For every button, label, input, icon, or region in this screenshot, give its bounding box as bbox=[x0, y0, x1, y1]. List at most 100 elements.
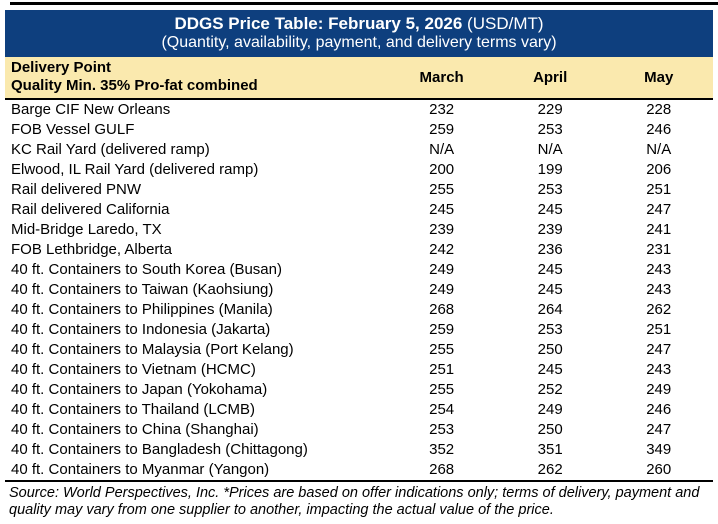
table-top-border bbox=[10, 2, 718, 5]
price-april: 236 bbox=[537, 241, 563, 258]
table-row: 40 ft. Containers to Indonesia (Jakarta)… bbox=[5, 320, 713, 340]
row-label: 40 ft. Containers to Taiwan (Kaohsiung) bbox=[11, 281, 274, 298]
price-april: 262 bbox=[495, 460, 605, 482]
column-header-april: April bbox=[495, 57, 605, 100]
row-label: FOB Vessel GULF bbox=[11, 121, 135, 138]
price-may: 251 bbox=[646, 321, 672, 338]
price-may: 243 bbox=[646, 281, 672, 298]
price-march: 268 bbox=[429, 301, 455, 318]
price-may: 262 bbox=[646, 301, 672, 318]
row-label: 40 ft. Containers to Bangladesh (Chittag… bbox=[11, 441, 308, 458]
price-may: 243 bbox=[646, 261, 672, 278]
price-april: 245 bbox=[537, 261, 563, 278]
row-label: Rail delivered California bbox=[11, 201, 170, 218]
price-april: 245 bbox=[537, 281, 563, 298]
row-label: Elwood, IL Rail Yard (delivered ramp) bbox=[11, 161, 259, 178]
table-row: 40 ft. Containers to Taiwan (Kaohsiung) … bbox=[5, 280, 713, 300]
price-may: 247 bbox=[646, 201, 672, 218]
table-row: 40 ft. Containers to Vietnam (HCMC) 251 … bbox=[5, 360, 713, 380]
price-april: 199 bbox=[537, 161, 563, 178]
price-april: 253 bbox=[537, 121, 563, 138]
price-march: 249 bbox=[429, 261, 455, 278]
price-march: 249 bbox=[429, 281, 455, 298]
delivery-point-header-line1: Delivery Point bbox=[11, 59, 112, 76]
price-table-body: Barge CIF New Orleans 232 229 228 FOB Ve… bbox=[5, 99, 713, 482]
row-label: 40 ft. Containers to China (Shanghai) bbox=[11, 421, 259, 438]
price-march: 352 bbox=[429, 441, 455, 458]
price-may: 247 bbox=[646, 421, 672, 438]
price-march: 259 bbox=[429, 121, 455, 138]
price-may: 249 bbox=[646, 381, 672, 398]
row-label: Rail delivered PNW bbox=[11, 181, 142, 198]
price-march: 255 bbox=[429, 181, 455, 198]
table-title-units: (USD/MT) bbox=[462, 14, 544, 33]
table-row: FOB Lethbridge, Alberta 242 236 231 bbox=[5, 240, 713, 260]
table-row: 40 ft. Containers to Thailand (LCMB) 254… bbox=[5, 400, 713, 420]
delivery-point-header: Delivery Point Quality Min. 35% Pro-fat … bbox=[5, 57, 388, 100]
price-march: 239 bbox=[429, 221, 455, 238]
row-label: KC Rail Yard (delivered ramp) bbox=[11, 141, 210, 158]
price-april: 351 bbox=[537, 441, 563, 458]
table-row: Barge CIF New Orleans 232 229 228 bbox=[5, 99, 713, 120]
table-row: 40 ft. Containers to Philippines (Manila… bbox=[5, 300, 713, 320]
price-may: 246 bbox=[646, 401, 672, 418]
price-march: 268 bbox=[387, 460, 496, 482]
table-row: 40 ft. Containers to Japan (Yokohama) 25… bbox=[5, 380, 713, 400]
price-march: 200 bbox=[429, 161, 455, 178]
row-label: 40 ft. Containers to Malaysia (Port Kela… bbox=[11, 341, 294, 358]
price-may: 243 bbox=[646, 361, 672, 378]
price-april: 245 bbox=[537, 201, 563, 218]
table-title-main: DDGS Price Table: February 5, 2026 bbox=[174, 14, 463, 33]
table-row: FOB Vessel GULF 259 253 246 bbox=[5, 120, 713, 140]
price-may: 260 bbox=[604, 460, 713, 482]
price-may: 246 bbox=[646, 121, 672, 138]
column-header-may: May bbox=[604, 57, 713, 100]
price-may: 231 bbox=[646, 241, 672, 258]
price-may: 251 bbox=[646, 181, 672, 198]
price-may: 228 bbox=[646, 101, 672, 118]
table-row: 40 ft. Containers to South Korea (Busan)… bbox=[5, 260, 713, 280]
table-row: Mid-Bridge Laredo, TX 239 239 241 bbox=[5, 220, 713, 240]
price-march: 245 bbox=[429, 201, 455, 218]
price-march: 251 bbox=[429, 361, 455, 378]
price-april: 239 bbox=[537, 221, 563, 238]
price-march: 242 bbox=[429, 241, 455, 258]
table-row: Rail delivered PNW 255 253 251 bbox=[5, 180, 713, 200]
table-row: 40 ft. Containers to China (Shanghai) 25… bbox=[5, 420, 713, 440]
row-label: 40 ft. Containers to Thailand (LCMB) bbox=[11, 401, 256, 418]
column-header-march: March bbox=[387, 57, 496, 100]
table-row: Elwood, IL Rail Yard (delivered ramp) 20… bbox=[5, 160, 713, 180]
price-march: 255 bbox=[429, 381, 455, 398]
row-label: 40 ft. Containers to Myanmar (Yangon) bbox=[5, 460, 388, 482]
table-title-banner: DDGS Price Table: February 5, 2026 (USD/… bbox=[5, 10, 713, 57]
row-label: 40 ft. Containers to Philippines (Manila… bbox=[11, 301, 273, 318]
table-title: DDGS Price Table: February 5, 2026 (USD/… bbox=[7, 14, 711, 34]
price-march: 259 bbox=[429, 321, 455, 338]
row-label: FOB Lethbridge, Alberta bbox=[11, 241, 172, 258]
price-april: 249 bbox=[537, 401, 563, 418]
delivery-point-header-line2: Quality Min. 35% Pro-fat combined bbox=[11, 77, 258, 94]
source-note: Source: World Perspectives, Inc. *Prices… bbox=[9, 485, 700, 518]
price-march: 232 bbox=[429, 101, 455, 118]
price-may: 241 bbox=[646, 221, 672, 238]
price-april: 252 bbox=[537, 381, 563, 398]
row-label: 40 ft. Containers to Japan (Yokohama) bbox=[11, 381, 268, 398]
price-may: 349 bbox=[646, 441, 672, 458]
row-label: Barge CIF New Orleans bbox=[11, 101, 171, 118]
column-header-row: Delivery Point Quality Min. 35% Pro-fat … bbox=[5, 57, 713, 100]
price-april: 253 bbox=[537, 181, 563, 198]
row-label: Mid-Bridge Laredo, TX bbox=[11, 221, 162, 238]
price-april: N/A bbox=[537, 141, 563, 158]
row-label: 40 ft. Containers to Indonesia (Jakarta) bbox=[11, 321, 271, 338]
row-label: 40 ft. Containers to South Korea (Busan) bbox=[11, 261, 282, 278]
table-row: KC Rail Yard (delivered ramp) N/A N/A N/… bbox=[5, 140, 713, 160]
price-may: N/A bbox=[646, 141, 672, 158]
price-march: 254 bbox=[429, 401, 455, 418]
table-row: 40 ft. Containers to Bangladesh (Chittag… bbox=[5, 440, 713, 460]
table-row: Rail delivered California 245 245 247 bbox=[5, 200, 713, 220]
price-may: 206 bbox=[646, 161, 672, 178]
table-row: 40 ft. Containers to Myanmar (Yangon) 26… bbox=[5, 460, 713, 482]
price-march: N/A bbox=[429, 141, 455, 158]
table-row: 40 ft. Containers to Malaysia (Port Kela… bbox=[5, 340, 713, 360]
